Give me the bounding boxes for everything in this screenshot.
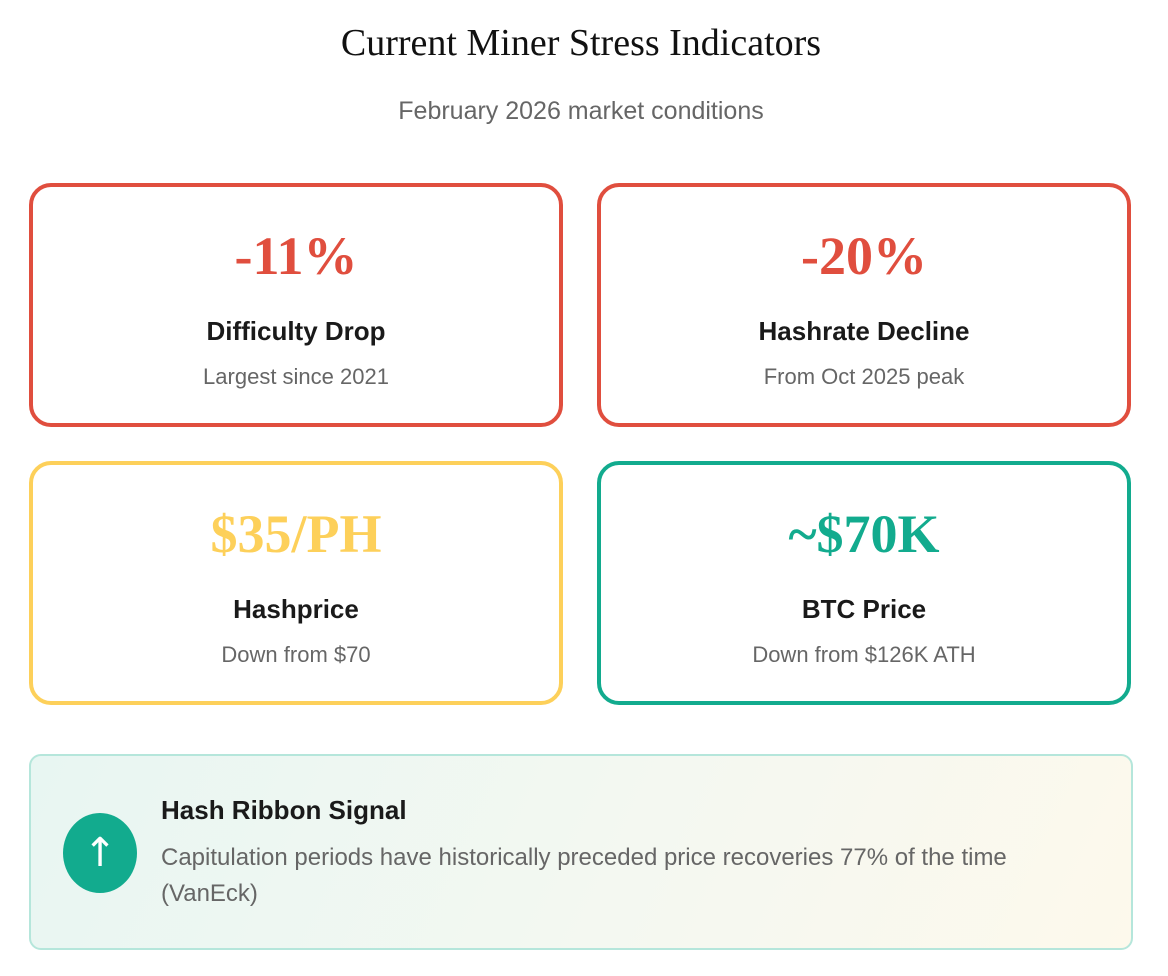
difficulty-drop-note: Largest since 2021	[203, 364, 389, 389]
page-subtitle: February 2026 market conditions	[398, 97, 764, 125]
hashprice-card: $35/PH Hashprice Down from $70	[29, 461, 563, 705]
hashrate-decline-value: -20%	[801, 226, 927, 286]
hashprice-label: Hashprice	[233, 594, 359, 624]
difficulty-drop-card: -11% Difficulty Drop Largest since 2021	[29, 183, 563, 427]
btc-price-card: ~$70K BTC Price Down from $126K ATH	[597, 461, 1131, 705]
signal-title: Hash Ribbon Signal	[161, 795, 407, 825]
hashprice-note: Down from $70	[221, 642, 371, 667]
difficulty-drop-label: Difficulty Drop	[206, 316, 386, 346]
signal-description: Capitulation periods have historically p…	[161, 844, 1007, 907]
hash-ribbon-signal-box: ↑ Hash Ribbon Signal Capitulation period…	[29, 754, 1133, 950]
arrow-up-icon: ↑	[63, 813, 137, 893]
hashrate-decline-note: From Oct 2025 peak	[763, 364, 965, 389]
btc-price-value: ~$70K	[788, 504, 940, 564]
difficulty-drop-value: -11%	[234, 226, 358, 286]
btc-price-note: Down from $126K ATH	[752, 642, 976, 667]
page-title: Current Miner Stress Indicators	[340, 22, 822, 64]
hashrate-decline-label: Hashrate Decline	[758, 316, 970, 346]
btc-price-label: BTC Price	[801, 594, 927, 624]
hashrate-decline-card: -20% Hashrate Decline From Oct 2025 peak	[597, 183, 1131, 427]
hashprice-value: $35/PH	[210, 504, 382, 564]
